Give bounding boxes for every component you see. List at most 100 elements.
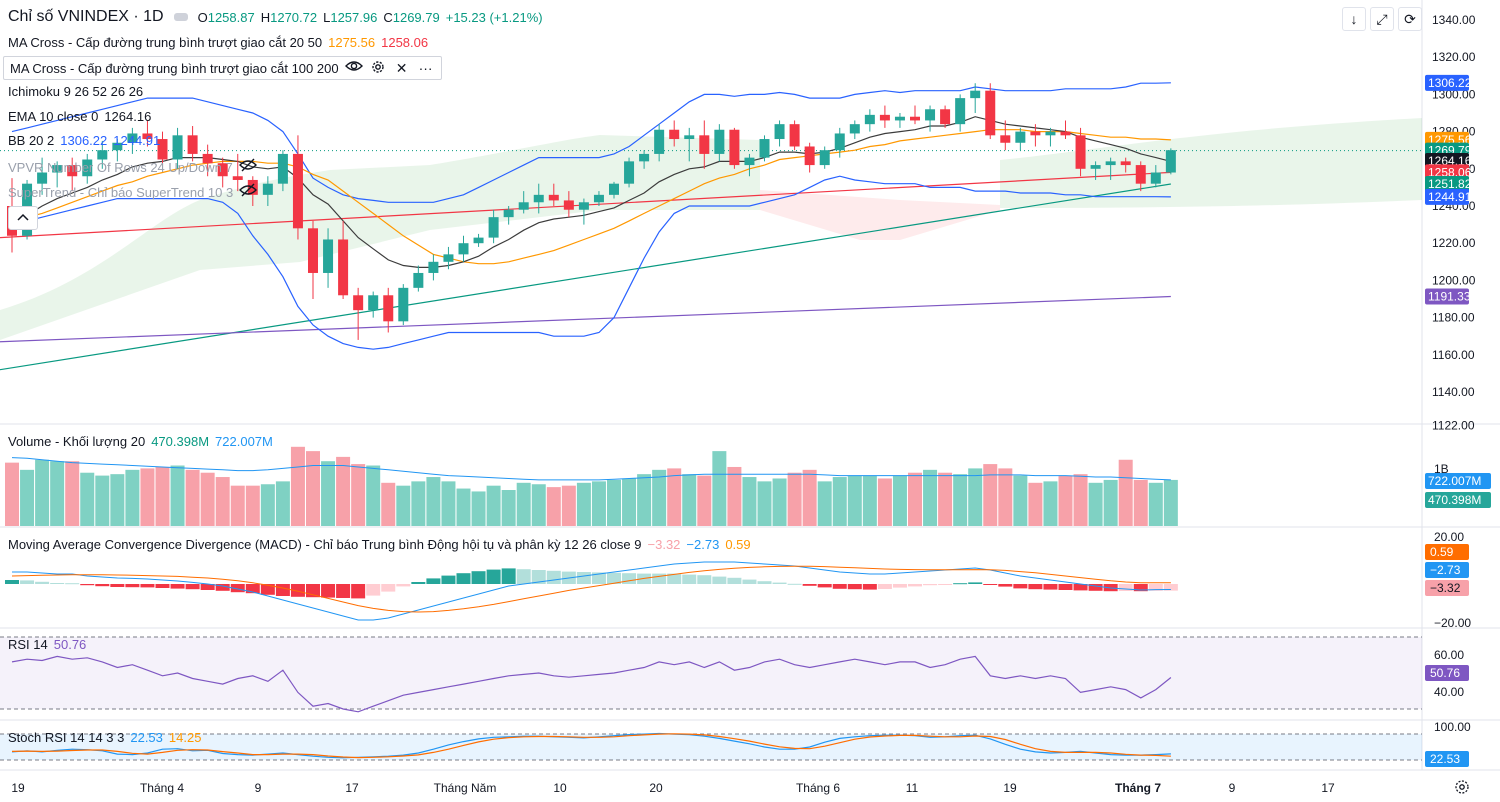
chevron-up-icon [17,213,29,221]
more-icon[interactable]: ··· [418,60,433,76]
macd-histogram-bar [923,584,938,586]
legend-rsi[interactable]: RSI 14 50.76 [8,637,87,652]
macd-histogram-bar [607,572,621,584]
eye-hidden-icon[interactable] [238,158,257,176]
macd-histogram-bar [95,584,110,587]
rsi-badge-label: 50.76 [1430,666,1460,680]
volume-bar [245,485,260,526]
volume-bar [80,472,95,526]
macd-histogram-bar [125,584,140,588]
maximize-button[interactable]: ⤢ [1370,7,1394,31]
time-tick-label: 9 [255,781,262,795]
time-tick-label: 10 [553,781,567,795]
candle-body [819,150,830,166]
price-badge-label: 1244.91 [1428,190,1472,204]
legend-ema[interactable]: EMA 10 close 0 1264.16 [8,109,152,124]
legend-vpvr[interactable]: VPVR Number Of Rows 24 Up/Down 7 [8,158,257,176]
price-tick-label: 1220.00 [1432,236,1476,250]
volume-bar [908,472,922,526]
macd-histogram-bar [441,575,456,584]
legend-ma-cross-100-200[interactable]: MA Cross - Cấp đường trung bình trượt gi… [3,56,442,80]
candle-body [1045,131,1056,136]
candle-body [353,295,364,311]
candle-body [1120,161,1131,166]
macd-histogram-bar [622,573,637,584]
macd-histogram-bar [968,582,983,584]
volume-bar [396,485,411,526]
candle-body [458,243,469,255]
macd-histogram-bar [576,572,591,584]
eye-icon[interactable] [344,59,363,77]
macd-histogram-bar [80,584,95,586]
candle-body [262,183,273,195]
ichimoku-cloud-red [760,190,1000,240]
legend-ichimoku[interactable]: Ichimoku 9 26 52 26 26 [8,84,144,99]
macd-badge [1425,544,1469,560]
ma100-line [0,183,1171,371]
ma200-line [0,295,1171,343]
volume-bar [817,481,832,526]
legend-macd[interactable]: Moving Average Convergence Divergence (M… [8,537,751,552]
volume-bar [456,488,471,526]
candle-body [292,153,303,229]
time-tick-label: 11 [906,781,919,795]
macd-histogram-bar [200,584,215,590]
macd-badge-label: −2.73 [1430,563,1461,577]
legend-volume[interactable]: Volume - Khối lượng 20 470.398M 722.007M [8,434,273,449]
symbol-title[interactable]: Chỉ số VNINDEX · 1D [8,8,164,25]
macd-histogram-bar [336,584,351,598]
candle-body [67,165,78,177]
candle-body [548,194,559,201]
ohlc-open: O1258.87 [197,9,255,25]
macd-histogram-bar [667,573,682,584]
macd-histogram-bar [832,584,847,589]
candle-body [985,90,996,136]
legend-ma-cross-20-50[interactable]: MA Cross - Cấp đường trung bình trượt gi… [8,35,429,50]
volume-bar [576,482,591,526]
candle-body [217,163,228,177]
macd-histogram-bar [531,570,546,584]
reset-button[interactable]: ⟳ [1398,7,1422,31]
volume-bar [968,468,983,526]
candle-body [202,153,213,164]
volume-bar [938,472,953,526]
macd-badge-label: 0.59 [1430,545,1454,559]
candle-body [37,172,48,184]
candle-body [804,146,815,166]
axis-settings-icon[interactable] [1455,780,1469,794]
price-badge-label: 1191.33 [1428,290,1471,304]
candle-body [127,133,138,143]
volume-bar [125,469,140,526]
candle-body [52,165,63,173]
volume-bar [652,469,667,526]
macd-histogram-bar [381,584,396,592]
legend-bb[interactable]: BB 20 2 1306.22 1244.91 [8,133,161,148]
volume-bar [1058,475,1073,526]
macd-histogram-bar [1133,584,1148,592]
collapse-minus-icon[interactable] [173,13,188,21]
legend-supertrend[interactable]: SuperTrend - Chỉ báo SuperTrend 10 3 [8,183,258,201]
macd-signal-line [11,565,1171,613]
macd-histogram-bar [892,584,907,588]
eye-hidden-icon[interactable] [239,183,258,201]
volume-badge [1425,473,1491,489]
candle-body [232,176,243,180]
macd-histogram-bar [877,584,892,589]
volume-bar [682,474,697,526]
volume-bar [441,481,456,526]
close-icon[interactable]: ✕ [395,60,408,76]
candle-body [82,159,93,177]
gear-icon[interactable] [369,59,387,77]
arrow-down-button[interactable]: ↓ [1342,7,1366,31]
volume-bar [802,469,817,526]
collapse-legend-button[interactable] [8,206,38,230]
legend-stoch-rsi[interactable]: Stoch RSI 14 14 3 3 22.53 14.25 [8,730,202,745]
macd-badge-label: −3.32 [1430,581,1461,595]
macd-histogram-bar [953,583,968,585]
volume-badge [1425,492,1491,508]
macd-histogram-bar [110,584,125,587]
volume-bar [140,468,155,526]
candle-body [443,254,454,262]
